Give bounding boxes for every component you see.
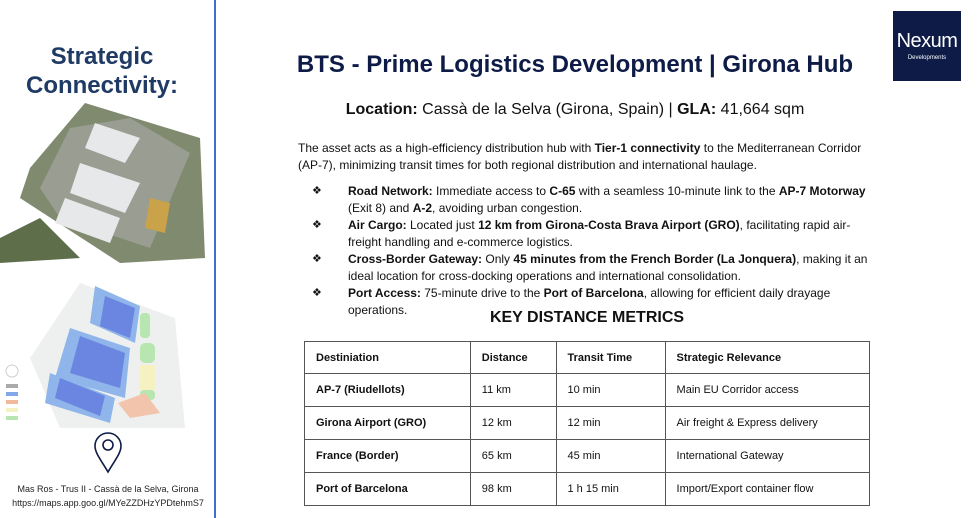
table-cell: Air freight & Express delivery [664,406,871,440]
bold-text: Air Cargo: [348,218,407,232]
bold-text: AP-7 Motorway [778,184,866,198]
title-line: Strategic [50,43,154,70]
text-segment: 75-minute drive to the [420,286,544,300]
location-label: Location: [345,101,418,118]
table-cell: Girona Airport (GRO) [304,406,471,440]
bold-text: A-2 [412,201,433,215]
gla-value: 41,664 sqm [716,101,805,118]
column-header: Destiniation [304,341,471,374]
text-segment: , avoiding urban congestion. [432,201,583,215]
table-cell: 65 km [469,439,557,473]
diamond-bullet-icon: ❖ [312,219,322,231]
text-segment: (Exit 8) and [348,201,413,215]
bold-text: Road Network: [348,184,433,198]
list-item: ❖ Port Access: 75-minute drive to the Por… [312,285,872,319]
table-cell: 12 min [555,406,666,440]
bold-text: Cross-Border Gateway: [348,252,483,266]
diamond-bullet-icon: ❖ [312,185,322,197]
bold-text: C-65 [549,184,576,198]
aerial-photo [0,103,205,263]
bold-text: Port of Barcelona [543,286,644,300]
table-cell: 12 km [469,406,557,440]
text-segment: The asset acts as a high-efficiency dist… [298,141,595,155]
table-row: AP-7 (Riudellots) 11 km 10 min Main EU Corr… [304,373,871,407]
diamond-bullet-icon: ❖ [312,253,322,265]
table-cell: International Gateway [664,439,871,473]
list-item: ❖ Air Cargo: Located just 12 km from Giro… [312,217,872,251]
location-value: Cassà de la Selva (Girona, Spain) | [417,101,678,118]
location-line: Location: Cassà de la Selva (Girona, Spa… [230,101,920,119]
table-cell: France (Border) [304,439,471,473]
map-pin-icon [94,432,122,474]
table-cell: Main EU Corridor access [664,373,871,407]
table-cell: 1 h 15 min [555,472,666,506]
column-header: Distance [469,341,557,374]
map-link[interactable]: https://maps.app.goo.gl/MYeZZDHzYPDtehmS… [12,498,204,508]
list-item: ❖ Cross-Border Gateway: Only 45 minutes f… [312,251,872,285]
table-cell: 10 min [555,373,666,407]
text-segment: Located just [406,218,479,232]
site-address: Mas Ros - Trus II - Cassà de la Selva, G… [17,484,199,494]
bold-text: 12 km from Girona-Costa Brava Airport (G… [478,218,740,232]
text-segment: with a seamless 10-minute link to the [575,184,779,198]
page-title: BTS - Prime Logistics Development | Giro… [296,51,854,78]
table-row: Girona Airport (GRO) 12 km 12 min Air freig… [304,406,871,440]
table-cell: Port of Barcelona [304,472,471,506]
table-row: Port of Barcelona 98 km 1 h 15 min Import/E… [304,472,871,506]
divider-line [214,0,216,518]
bold-text: Tier-1 connectivity [594,141,701,155]
metrics-title: KEY DISTANCE METRICS [489,309,685,326]
connectivity-list: ❖ Road Network: Immediate access to C-65 … [312,183,872,319]
table-cell: 11 km [469,373,557,407]
intro-paragraph: The asset acts as a high-efficiency dist… [298,140,868,174]
diamond-bullet-icon: ❖ [312,287,322,299]
logo-name: Nexum [896,30,958,52]
bold-text: 45 minutes from the French Border (La Jo… [513,252,797,266]
table-cell: AP-7 (Riudellots) [304,373,471,407]
title-line: Connectivity: [25,72,178,99]
table-row: France (Border) 65 km 45 min International … [304,439,871,473]
text-segment: Immediate access to [432,184,550,198]
text-segment: , making it an ideal location for cross-… [348,252,868,283]
bold-text: Port Access: [348,286,421,300]
text-segment: Only [482,252,514,266]
table-cell: Import/Export container flow [664,472,871,506]
logo-subtitle: Developments [907,55,947,61]
gla-label: GLA: [677,101,717,118]
table-cell: 45 min [555,439,666,473]
text-segment: , allowing for efficient daily drayage o… [348,286,831,317]
list-item: ❖ Road Network: Immediate access to C-65 … [312,183,872,217]
company-logo: Nexum Developments [893,11,961,81]
site-plan [5,283,185,428]
table-cell: 98 km [469,472,557,506]
text-segment: , facilitating rapid air-freight handlin… [348,218,851,249]
metrics-table: Destiniation Distance Transit Time Strategi… [304,341,871,506]
column-header: Transit Time [555,341,666,374]
column-header: Strategic Relevance [664,341,871,374]
text-segment: to the Mediterranean Corridor (AP-7), mi… [298,141,862,172]
sidebar-title: Strategic Connectivity: [0,42,204,100]
table-header-row: Destiniation Distance Transit Time Strategi… [304,341,871,374]
